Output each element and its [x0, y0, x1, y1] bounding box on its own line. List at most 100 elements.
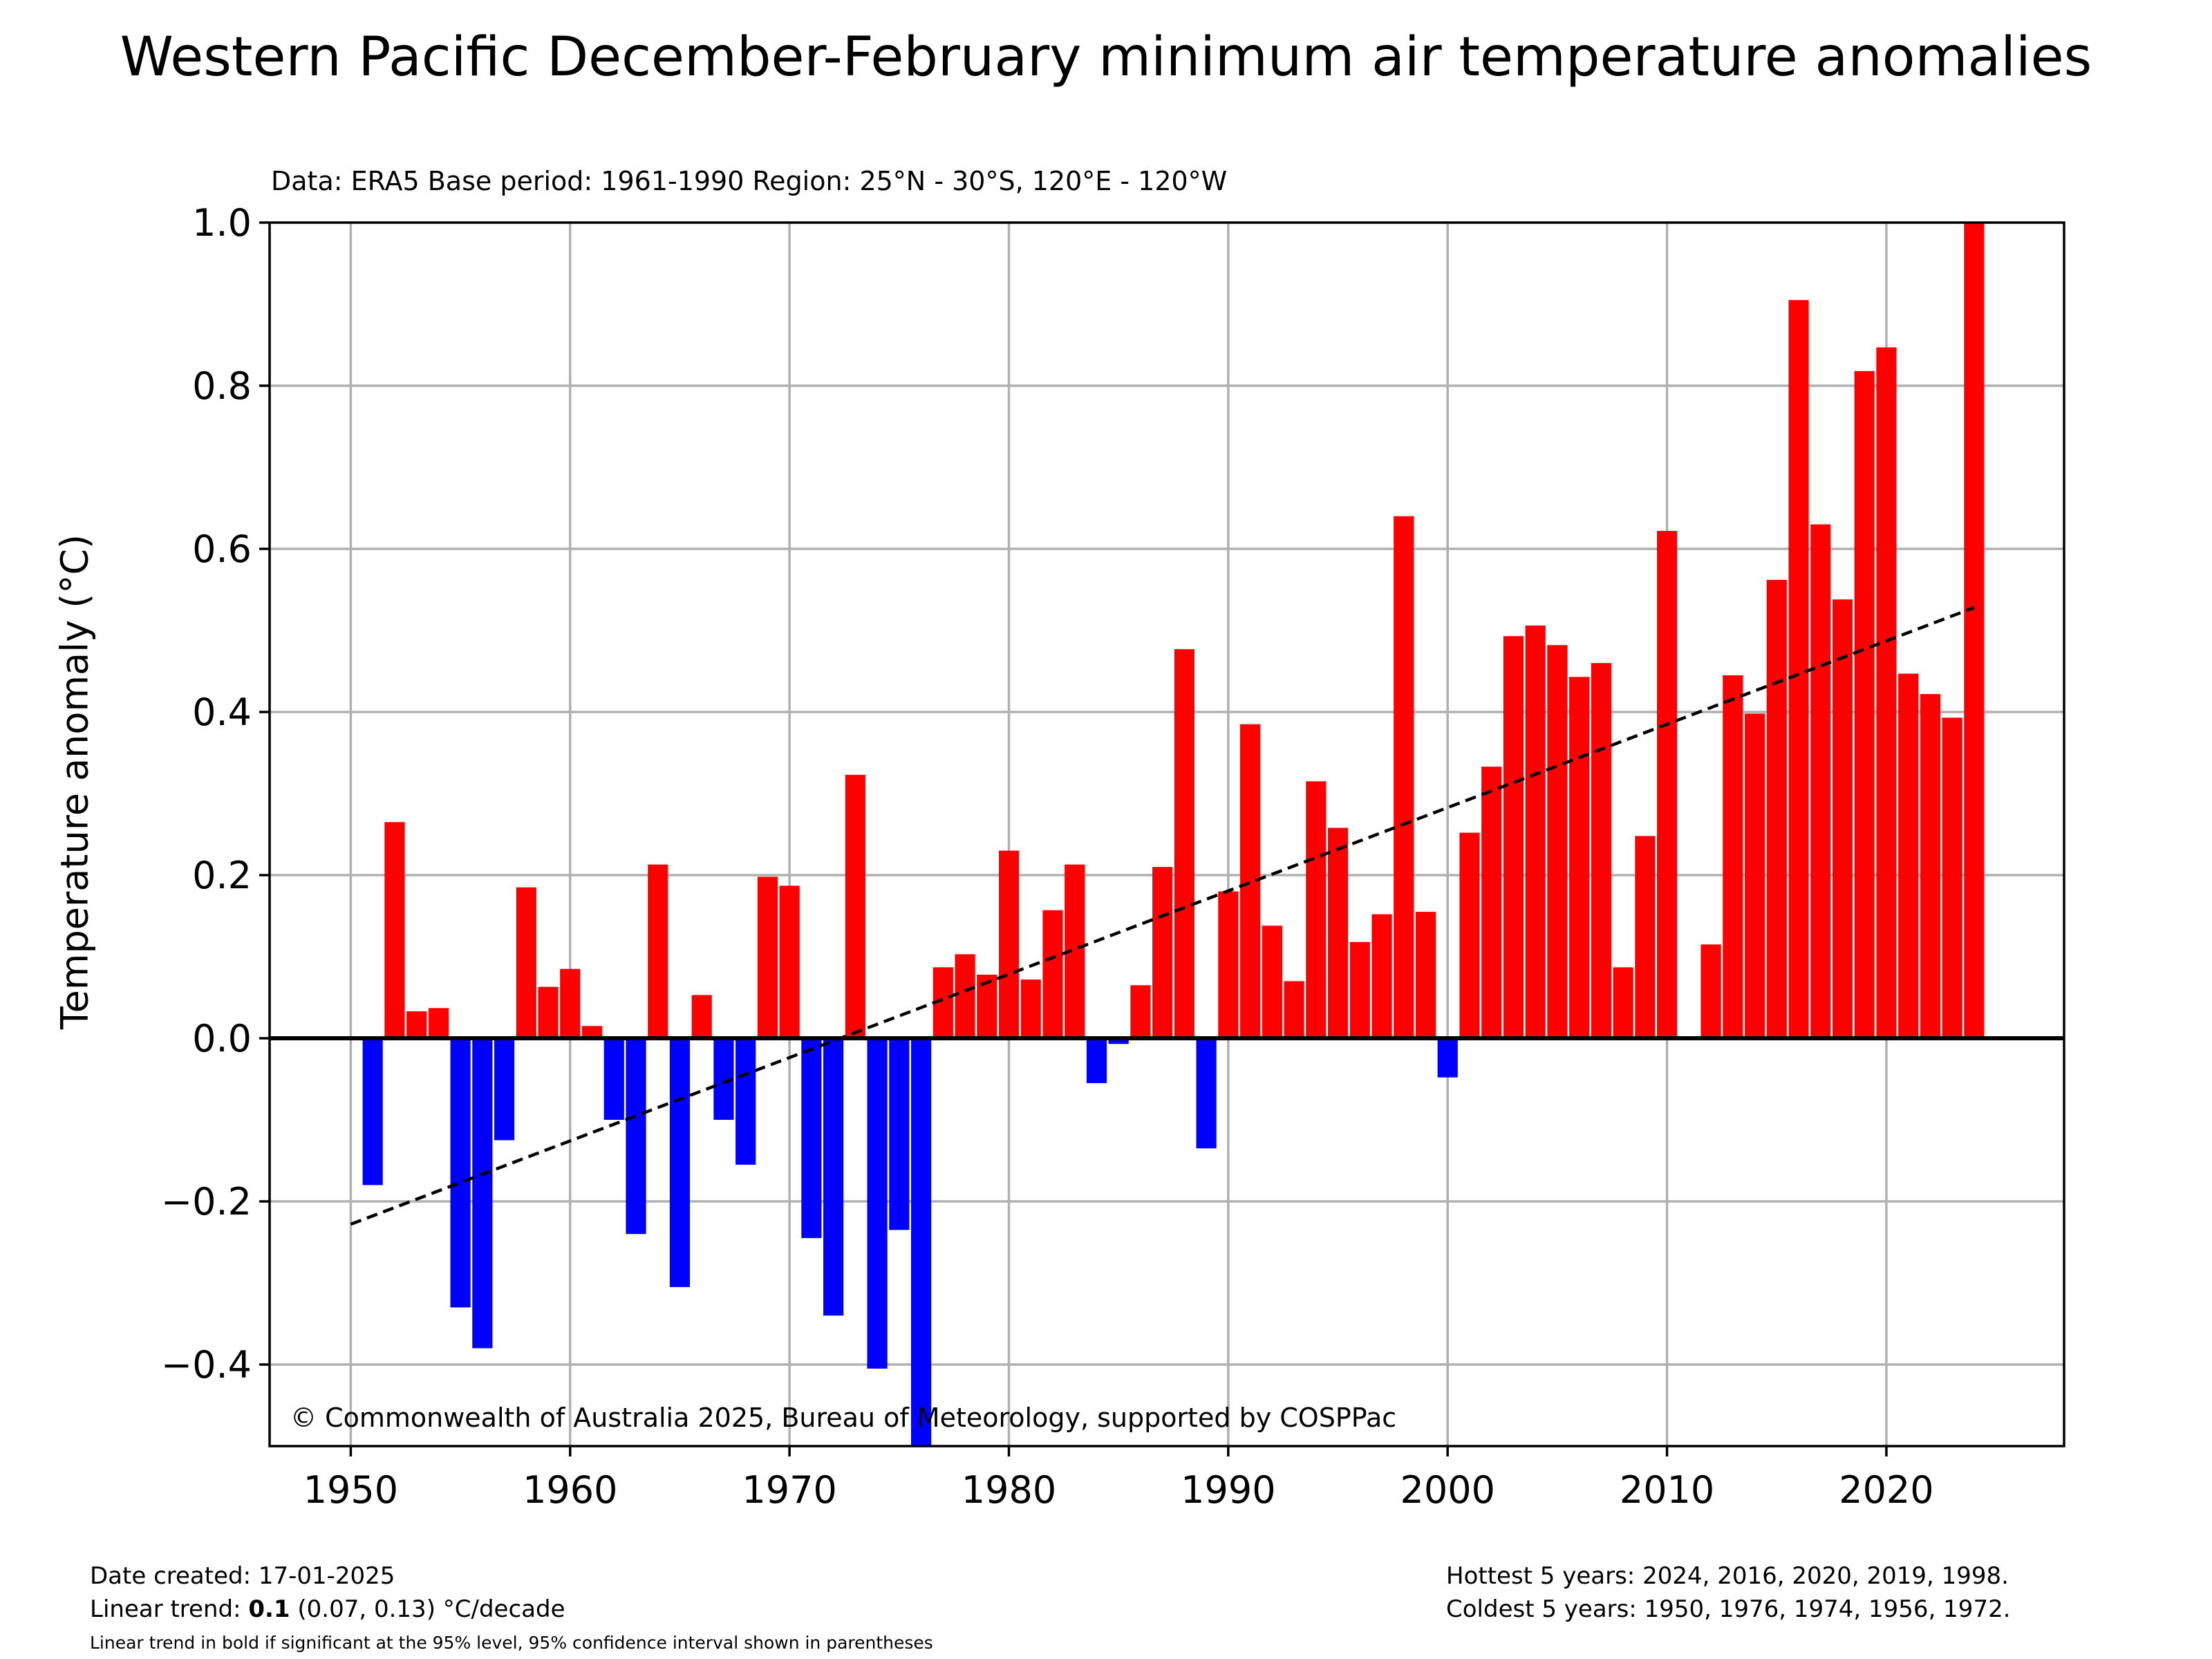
bar-1978 [955, 954, 975, 1038]
bar-1973 [845, 774, 865, 1038]
copyright-annotation: © Commonwealth of Australia 2025, Bureau… [290, 1403, 1396, 1433]
linear-trend-suffix: (0.07, 0.13) °C/decade [290, 1595, 565, 1623]
bar-1980 [998, 850, 1020, 1038]
plot-frame [268, 221, 2065, 1447]
bar-2020 [1876, 347, 1897, 1038]
y-tick-label: 0.0 [192, 1017, 252, 1060]
y-tick-label: 0.8 [192, 364, 252, 408]
bar-1988 [1174, 649, 1194, 1038]
bar-1995 [1327, 827, 1349, 1038]
x-tick-label: 2000 [1400, 1468, 1495, 1512]
x-tick-label: 1990 [1181, 1468, 1275, 1512]
bar-2010 [1656, 531, 1678, 1038]
y-tick-label: 1.0 [192, 201, 252, 245]
bar-1972 [823, 1038, 844, 1316]
linear-trend-value: 0.1 [248, 1595, 290, 1623]
bar-2012 [1700, 944, 1721, 1038]
bar-1964 [648, 864, 668, 1038]
bar-1999 [1415, 912, 1436, 1038]
bar-2015 [1766, 579, 1787, 1038]
bar-2014 [1744, 713, 1765, 1038]
bar-1963 [626, 1038, 646, 1235]
bar-2016 [1788, 300, 1809, 1039]
x-tick-label: 2010 [1620, 1468, 1714, 1512]
bar-1970 [779, 885, 800, 1038]
bar-1997 [1371, 914, 1392, 1038]
bar-2009 [1635, 836, 1656, 1038]
bar-2004 [1525, 625, 1546, 1038]
bar-1986 [1130, 985, 1151, 1038]
bar-1996 [1349, 941, 1370, 1038]
bar-1984 [1086, 1038, 1107, 1083]
bar-1965 [669, 1038, 691, 1287]
bar-1958 [516, 887, 536, 1038]
coldest-years: Coldest 5 years: 1950, 1976, 1974, 1956,… [1446, 1595, 2011, 1623]
x-tick-label: 1980 [962, 1468, 1056, 1512]
chart-title: Western Pacific December-February minimu… [120, 26, 2092, 88]
y-tick-label: −0.4 [161, 1343, 252, 1387]
bar-1955 [450, 1038, 471, 1308]
bar-1954 [428, 1008, 449, 1038]
bar-1985 [1108, 1038, 1129, 1044]
bar-1962 [603, 1038, 624, 1120]
linear-trend-prefix: Linear trend: [90, 1595, 249, 1623]
bar-1975 [889, 1038, 910, 1230]
bar-1952 [384, 822, 405, 1038]
date-created: Date created: 17-01-2025 [90, 1562, 395, 1590]
linear-trend-line [350, 606, 1975, 1226]
bars [362, 223, 1985, 1446]
bar-2006 [1569, 677, 1590, 1038]
x-tick-label: 2020 [1839, 1468, 1933, 1512]
bar-1992 [1262, 926, 1282, 1038]
bar-1994 [1306, 781, 1327, 1038]
trend-note: Linear trend in bold if significant at t… [90, 1633, 933, 1653]
bar-1993 [1284, 981, 1304, 1038]
bar-1971 [801, 1038, 822, 1239]
bar-1953 [406, 1011, 427, 1038]
linear-trend: Linear trend: 0.1 (0.07, 0.13) °C/decade [90, 1593, 565, 1626]
chart-subtitle: Data: ERA5 Base period: 1961-1990 Region… [271, 166, 1228, 196]
bar-2005 [1547, 645, 1568, 1038]
bar-1990 [1218, 891, 1239, 1038]
bar-2001 [1459, 832, 1480, 1038]
y-tick-label: 0.4 [192, 691, 252, 734]
y-tick-label: −0.2 [161, 1180, 252, 1224]
bar-2023 [1942, 718, 1962, 1038]
bar-1998 [1394, 516, 1414, 1038]
bar-1981 [1020, 980, 1041, 1038]
bar-2018 [1832, 599, 1853, 1038]
bar-1989 [1196, 1038, 1217, 1149]
bar-1987 [1152, 867, 1173, 1038]
bar-2003 [1503, 636, 1524, 1038]
x-axis-ticks: 1950 1960 1970 1980 1990 2000 2010 2020 [303, 1446, 1934, 1512]
bar-1969 [757, 877, 778, 1038]
bar-2007 [1591, 663, 1611, 1038]
bar-2000 [1437, 1038, 1458, 1078]
bar-1959 [538, 986, 559, 1038]
x-tick-label: 1970 [742, 1468, 836, 1512]
bar-1966 [691, 995, 712, 1038]
bar-2024 [1964, 223, 1985, 1038]
bar-2021 [1898, 673, 1919, 1038]
bar-1974 [867, 1038, 888, 1369]
bar-2022 [1920, 694, 1941, 1038]
y-tick-label: 0.2 [192, 854, 252, 897]
bar-1951 [362, 1038, 383, 1185]
hottest-years: Hottest 5 years: 2024, 2016, 2020, 2019,… [1446, 1562, 2009, 1590]
bar-1960 [560, 968, 581, 1038]
x-tick-label: 1950 [303, 1468, 398, 1512]
bar-1979 [977, 974, 997, 1038]
bar-2008 [1613, 967, 1633, 1038]
axes-frame [268, 221, 2065, 1447]
bar-1968 [735, 1038, 756, 1165]
bar-1976 [910, 1038, 932, 1446]
y-axis-ticks: 1.0 0.8 0.6 0.4 0.2 0.0 −0.2 −0.4 [161, 201, 270, 1387]
bar-2019 [1854, 371, 1875, 1038]
bar-1956 [472, 1038, 493, 1349]
bar-1957 [494, 1038, 515, 1141]
x-tick-label: 1960 [523, 1468, 617, 1512]
footer-left: Date created: 17-01-2025 Linear trend: 0… [90, 1559, 565, 1626]
trend-line [350, 606, 1975, 1226]
bar-1961 [581, 1026, 603, 1038]
